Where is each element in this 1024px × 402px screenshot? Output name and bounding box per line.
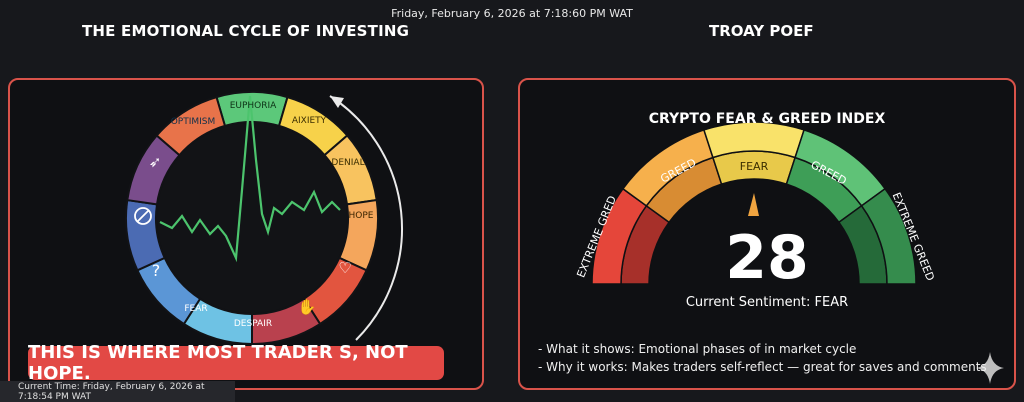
praying-hands-icon: ✋ bbox=[298, 298, 317, 316]
segment-denial: DENIAL bbox=[331, 158, 364, 168]
explanation-list: - What it shows: Emotional phases of in … bbox=[538, 340, 987, 376]
bullet-why: - Why it works: Makes traders self-refle… bbox=[538, 360, 987, 374]
sparkle-icon bbox=[976, 352, 1004, 384]
market-line bbox=[159, 95, 341, 263]
index-value: 28 bbox=[725, 223, 809, 293]
gauge-zone bbox=[860, 187, 917, 285]
gauge-title: CRYPTO FEAR & GREED INDEX bbox=[648, 111, 886, 127]
left-heading: THE EMOTIONAL CYCLE OF INVESTING bbox=[82, 22, 410, 40]
broken-heart-icon: ♡ bbox=[338, 259, 351, 277]
bullet-what: - What it shows: Emotional phases of in … bbox=[538, 342, 857, 356]
cycle-arrow bbox=[329, 95, 404, 341]
segment-aixiety: AIXIETY bbox=[292, 116, 327, 126]
wheel-segment bbox=[155, 95, 227, 157]
gauge-pointer bbox=[748, 193, 759, 216]
fear-greed-gauge bbox=[591, 121, 917, 285]
question-icon: ? bbox=[152, 261, 161, 280]
warning-banner: THIS IS WHERE MOST TRADER S, NOT HOPE. bbox=[28, 342, 444, 384]
segment-hope: HOPE bbox=[349, 211, 374, 221]
current-time-bar: Current Time: Friday, February 6, 2026 a… bbox=[0, 381, 235, 402]
current-sentiment: Current Sentiment: FEAR bbox=[685, 295, 849, 310]
zone-label-neutral: FEAR bbox=[740, 160, 769, 173]
no-sign-icon bbox=[134, 207, 152, 225]
right-heading: TROAY POEF bbox=[709, 22, 814, 40]
rocket-icon: ➶ bbox=[149, 153, 162, 171]
segment-fear: FEAR bbox=[184, 304, 207, 314]
wheel-center bbox=[157, 123, 347, 313]
segment-optimism: OPTIMISM bbox=[171, 117, 216, 127]
cycle-arrow-head bbox=[330, 96, 344, 108]
segment-despair: DESPAIR bbox=[234, 319, 272, 329]
timestamp: Friday, February 6, 2026 at 7:18:60 PM W… bbox=[391, 7, 633, 20]
segment-euphoria: EUPHORIA bbox=[230, 101, 277, 111]
